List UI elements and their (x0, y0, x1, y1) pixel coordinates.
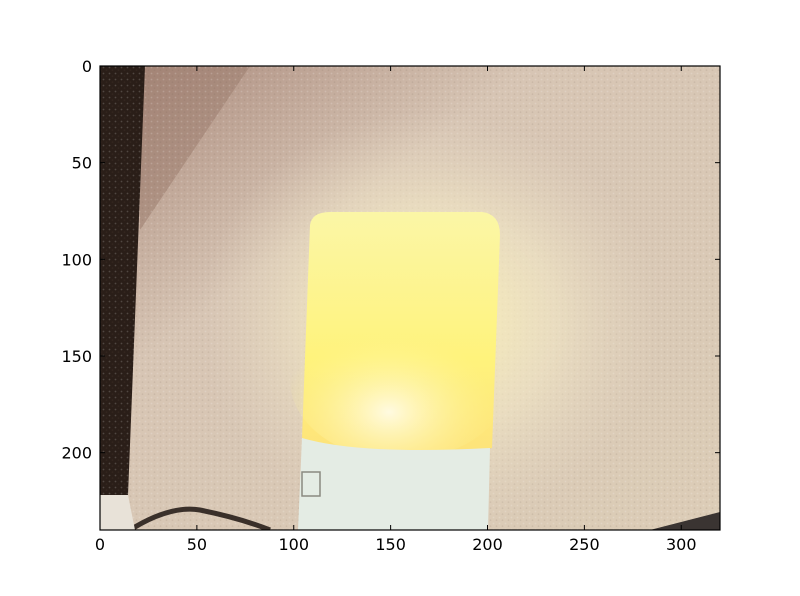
x-tick-label: 250 (569, 535, 600, 554)
axes-frame (99, 65, 721, 531)
y-tick-label: 200 (61, 444, 92, 463)
power-cable (128, 506, 271, 530)
outlet-plug (301, 471, 321, 497)
x-tick-label: 100 (278, 535, 309, 554)
lamp-core (290, 300, 510, 460)
y-tick-label: 150 (61, 347, 92, 366)
x-axis: 0 50 100 150 200 250 300 (95, 66, 697, 554)
x-tick-label: 300 (666, 535, 697, 554)
floor-edge-left (100, 495, 135, 530)
x-tick-label: 200 (472, 535, 503, 554)
y-axis: 0 50 100 150 200 (61, 57, 720, 463)
y-tick-label: 50 (72, 154, 92, 173)
dark-object-right (650, 512, 720, 530)
lamp-base (298, 438, 490, 530)
photo (100, 66, 720, 530)
y-tick-label: 100 (61, 250, 92, 269)
y-tick-label: 0 (82, 57, 92, 76)
x-tick-label: 50 (187, 535, 207, 554)
x-tick-label: 0 (95, 535, 105, 554)
x-tick-label: 150 (375, 535, 406, 554)
